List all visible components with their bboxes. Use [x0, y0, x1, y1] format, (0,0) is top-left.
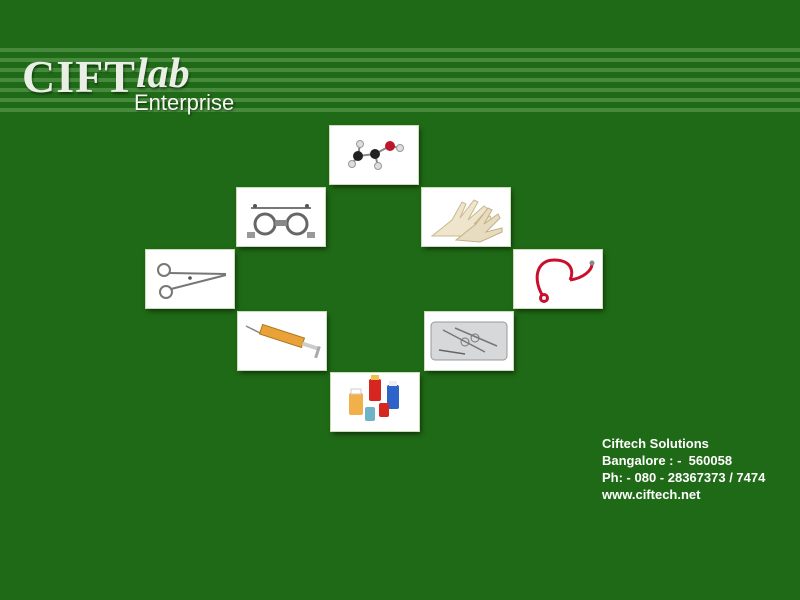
- trial-frame-image[interactable]: [237, 188, 325, 246]
- gloves-image[interactable]: [422, 188, 510, 246]
- instrument-tray-image[interactable]: [425, 312, 513, 370]
- phone-number: Ph: - 080 - 28367373 / 7474: [602, 470, 766, 485]
- company-name: Ciftech Solutions: [602, 436, 709, 451]
- molecule-image[interactable]: [330, 126, 418, 184]
- logo-text-cift: CIFT: [22, 51, 136, 102]
- stethoscope-image[interactable]: [514, 250, 602, 308]
- syringe-image[interactable]: [238, 312, 326, 370]
- medicine-bottles-image[interactable]: [331, 373, 419, 431]
- website-link[interactable]: www.ciftech.net: [602, 487, 701, 502]
- logo-tagline: Enterprise: [134, 90, 235, 115]
- logo[interactable]: CIFT lab Enterprise: [20, 48, 260, 123]
- logo-text-lab: lab: [136, 51, 190, 97]
- header-stripes: [0, 48, 800, 120]
- contact-info: Ciftech Solutions Bangalore : - 560058 P…: [602, 435, 765, 503]
- forceps-image[interactable]: [146, 250, 234, 308]
- address: Bangalore : - 560058: [602, 453, 733, 468]
